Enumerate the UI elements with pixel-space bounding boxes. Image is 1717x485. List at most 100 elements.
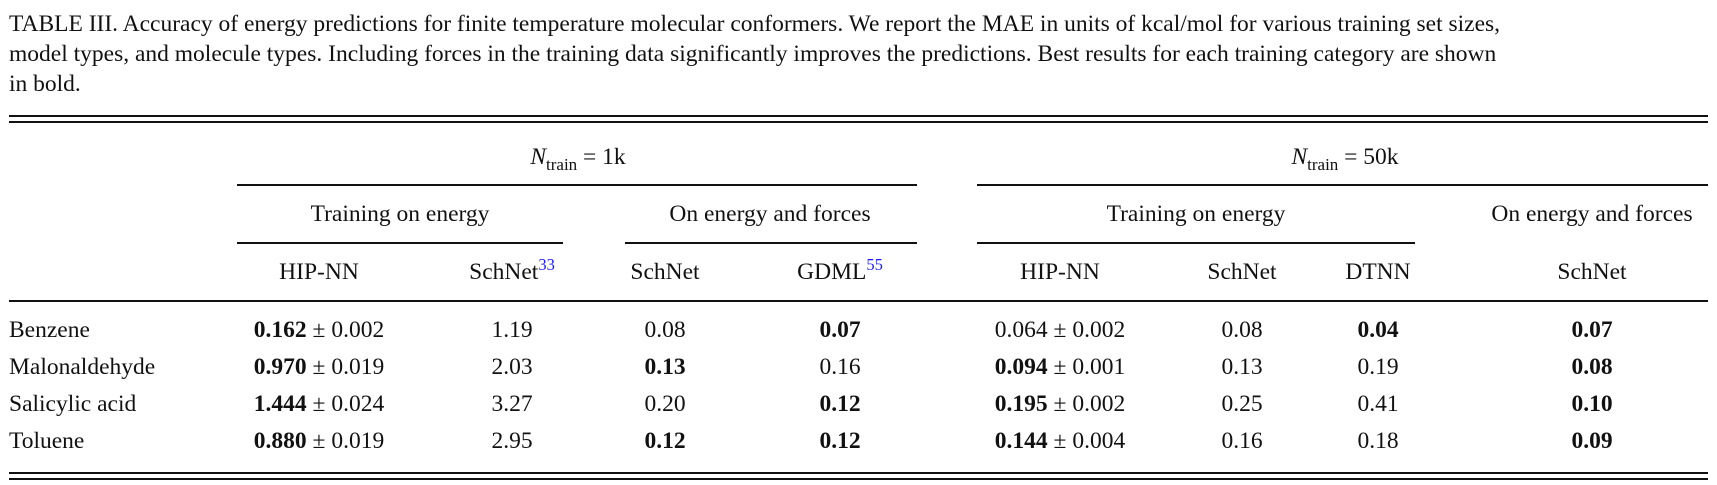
cell-value: 0.13 [1221, 354, 1263, 380]
subgroup-forces-1k: On energy and forces [669, 201, 871, 227]
subgroup-energy-50k: Training on energy [1106, 201, 1286, 227]
cell-value: 0.12 [819, 428, 861, 454]
n-symbol: N [530, 144, 547, 170]
table-cell: 0.12 [644, 427, 685, 455]
bottom-rule-1 [9, 472, 1708, 474]
col-header-hipnn-1k: HIP-NN [279, 259, 359, 285]
table-cell: 0.13 [1221, 353, 1262, 381]
n-subscript: train [546, 155, 578, 174]
table-cell: 2.95 [491, 427, 532, 455]
cell-value: 0.880 [253, 428, 307, 454]
cell-value: 1.444 [253, 391, 307, 417]
cell-value: 0.19 [1357, 354, 1399, 380]
table-cell: 1.444 ± 0.024 [254, 390, 384, 418]
table-cell: 0.970 ± 0.019 [254, 353, 384, 381]
cell-value: 0.25 [1221, 391, 1263, 417]
subgroup-rule-energy-1k [237, 242, 563, 244]
cell-value: 0.08 [1221, 317, 1263, 343]
group-header-50k: Ntrain = 50k [1291, 143, 1399, 174]
cell-value: 0.04 [1357, 317, 1399, 343]
table-cell: 3.27 [491, 390, 532, 418]
table-cell: 0.07 [1571, 316, 1612, 344]
citation-link[interactable]: 55 [866, 255, 883, 274]
table-cell: 0.41 [1357, 390, 1398, 418]
cell-value: 0.16 [819, 354, 861, 380]
subgroup-energy-1k: Training on energy [310, 201, 490, 227]
cell-uncertainty: ± 0.002 [306, 317, 385, 343]
cell-value: 0.970 [253, 354, 307, 380]
cell-value: 0.07 [819, 317, 861, 343]
group-rule-1k [237, 184, 917, 186]
table-cell: 0.064 ± 0.002 [995, 316, 1125, 344]
n-value: = 50k [1338, 144, 1399, 170]
bottom-rule-2 [9, 478, 1708, 480]
table-cell: 0.07 [819, 316, 860, 344]
row-label: Salicylic acid [9, 391, 137, 417]
cell-value: 0.09 [1571, 428, 1613, 454]
cell-value: 0.12 [819, 391, 861, 417]
cell-value: 0.094 [994, 354, 1048, 380]
n-subscript: train [1307, 155, 1339, 174]
subgroup-forces-50k: On energy and forces [1491, 201, 1693, 227]
cell-uncertainty: ± 0.019 [306, 354, 385, 380]
table-cell: 0.094 ± 0.001 [995, 353, 1125, 381]
cell-value: 0.144 [994, 428, 1048, 454]
cell-value: 3.27 [491, 391, 533, 417]
cell-value: 0.08 [1571, 354, 1613, 380]
table-cell: 0.16 [819, 353, 860, 381]
cell-value: 0.20 [644, 391, 686, 417]
cell-value: 2.95 [491, 428, 533, 454]
cell-value: 0.16 [1221, 428, 1263, 454]
table-caption: TABLE III. Accuracy of energy prediction… [9, 9, 1709, 99]
row-label: Malonaldehyde [9, 354, 156, 380]
table-cell: 0.16 [1221, 427, 1262, 455]
n-value: = 1k [577, 144, 626, 170]
cell-value: 1.19 [491, 317, 533, 343]
table-cell: 0.12 [819, 427, 860, 455]
cell-uncertainty: ± 0.001 [1047, 354, 1126, 380]
table-cell: 0.08 [1221, 316, 1262, 344]
cell-uncertainty: ± 0.024 [306, 391, 385, 417]
caption-line-1: TABLE III. Accuracy of energy prediction… [9, 11, 1501, 37]
cell-value: 0.08 [644, 317, 686, 343]
cell-value: 0.41 [1357, 391, 1399, 417]
row-label: Toluene [9, 428, 85, 454]
table-cell: 0.08 [644, 316, 685, 344]
col-label: SchNet [469, 259, 539, 285]
col-label: GDML [797, 259, 867, 285]
col-header-dtnn: DTNN [1345, 259, 1411, 285]
subgroup-rule-forces-1k [625, 242, 917, 244]
cell-value: 0.12 [644, 428, 686, 454]
table-cell: 0.25 [1221, 390, 1262, 418]
caption-line-3: in bold. [9, 71, 81, 97]
group-header-1k: Ntrain = 1k [530, 143, 626, 174]
table-cell: 0.144 ± 0.004 [995, 427, 1125, 455]
n-symbol: N [1291, 144, 1308, 170]
cell-value: 2.03 [491, 354, 533, 380]
table-cell: 0.18 [1357, 427, 1398, 455]
table-cell: 0.12 [819, 390, 860, 418]
citation-link[interactable]: 33 [538, 255, 555, 274]
col-header-schnet-energy-50k: SchNet [1207, 259, 1277, 285]
table-cell: 0.20 [644, 390, 685, 418]
cell-uncertainty: ± 0.004 [1047, 428, 1126, 454]
header-rule [9, 300, 1708, 302]
cell-uncertainty: ± 0.019 [306, 428, 385, 454]
col-header-hipnn-50k: HIP-NN [1020, 259, 1100, 285]
col-header-schnet-forces-1k: SchNet [630, 259, 700, 285]
table-cell: 2.03 [491, 353, 532, 381]
table-cell: 0.13 [644, 353, 685, 381]
table-cell: 0.10 [1571, 390, 1612, 418]
cell-value: 0.195 [994, 391, 1048, 417]
col-header-schnet-forces-50k: SchNet [1557, 259, 1627, 285]
cell-value: 0.07 [1571, 317, 1613, 343]
table-cell: 0.162 ± 0.002 [254, 316, 384, 344]
cell-value: 0.162 [253, 317, 307, 343]
subgroup-rule-energy-50k [977, 242, 1415, 244]
caption-line-2: model types, and molecule types. Includi… [9, 41, 1497, 67]
row-label: Benzene [9, 317, 90, 343]
cell-value: 0.13 [644, 354, 686, 380]
table-cell: 0.195 ± 0.002 [995, 390, 1125, 418]
cell-uncertainty: ± 0.002 [1047, 391, 1126, 417]
